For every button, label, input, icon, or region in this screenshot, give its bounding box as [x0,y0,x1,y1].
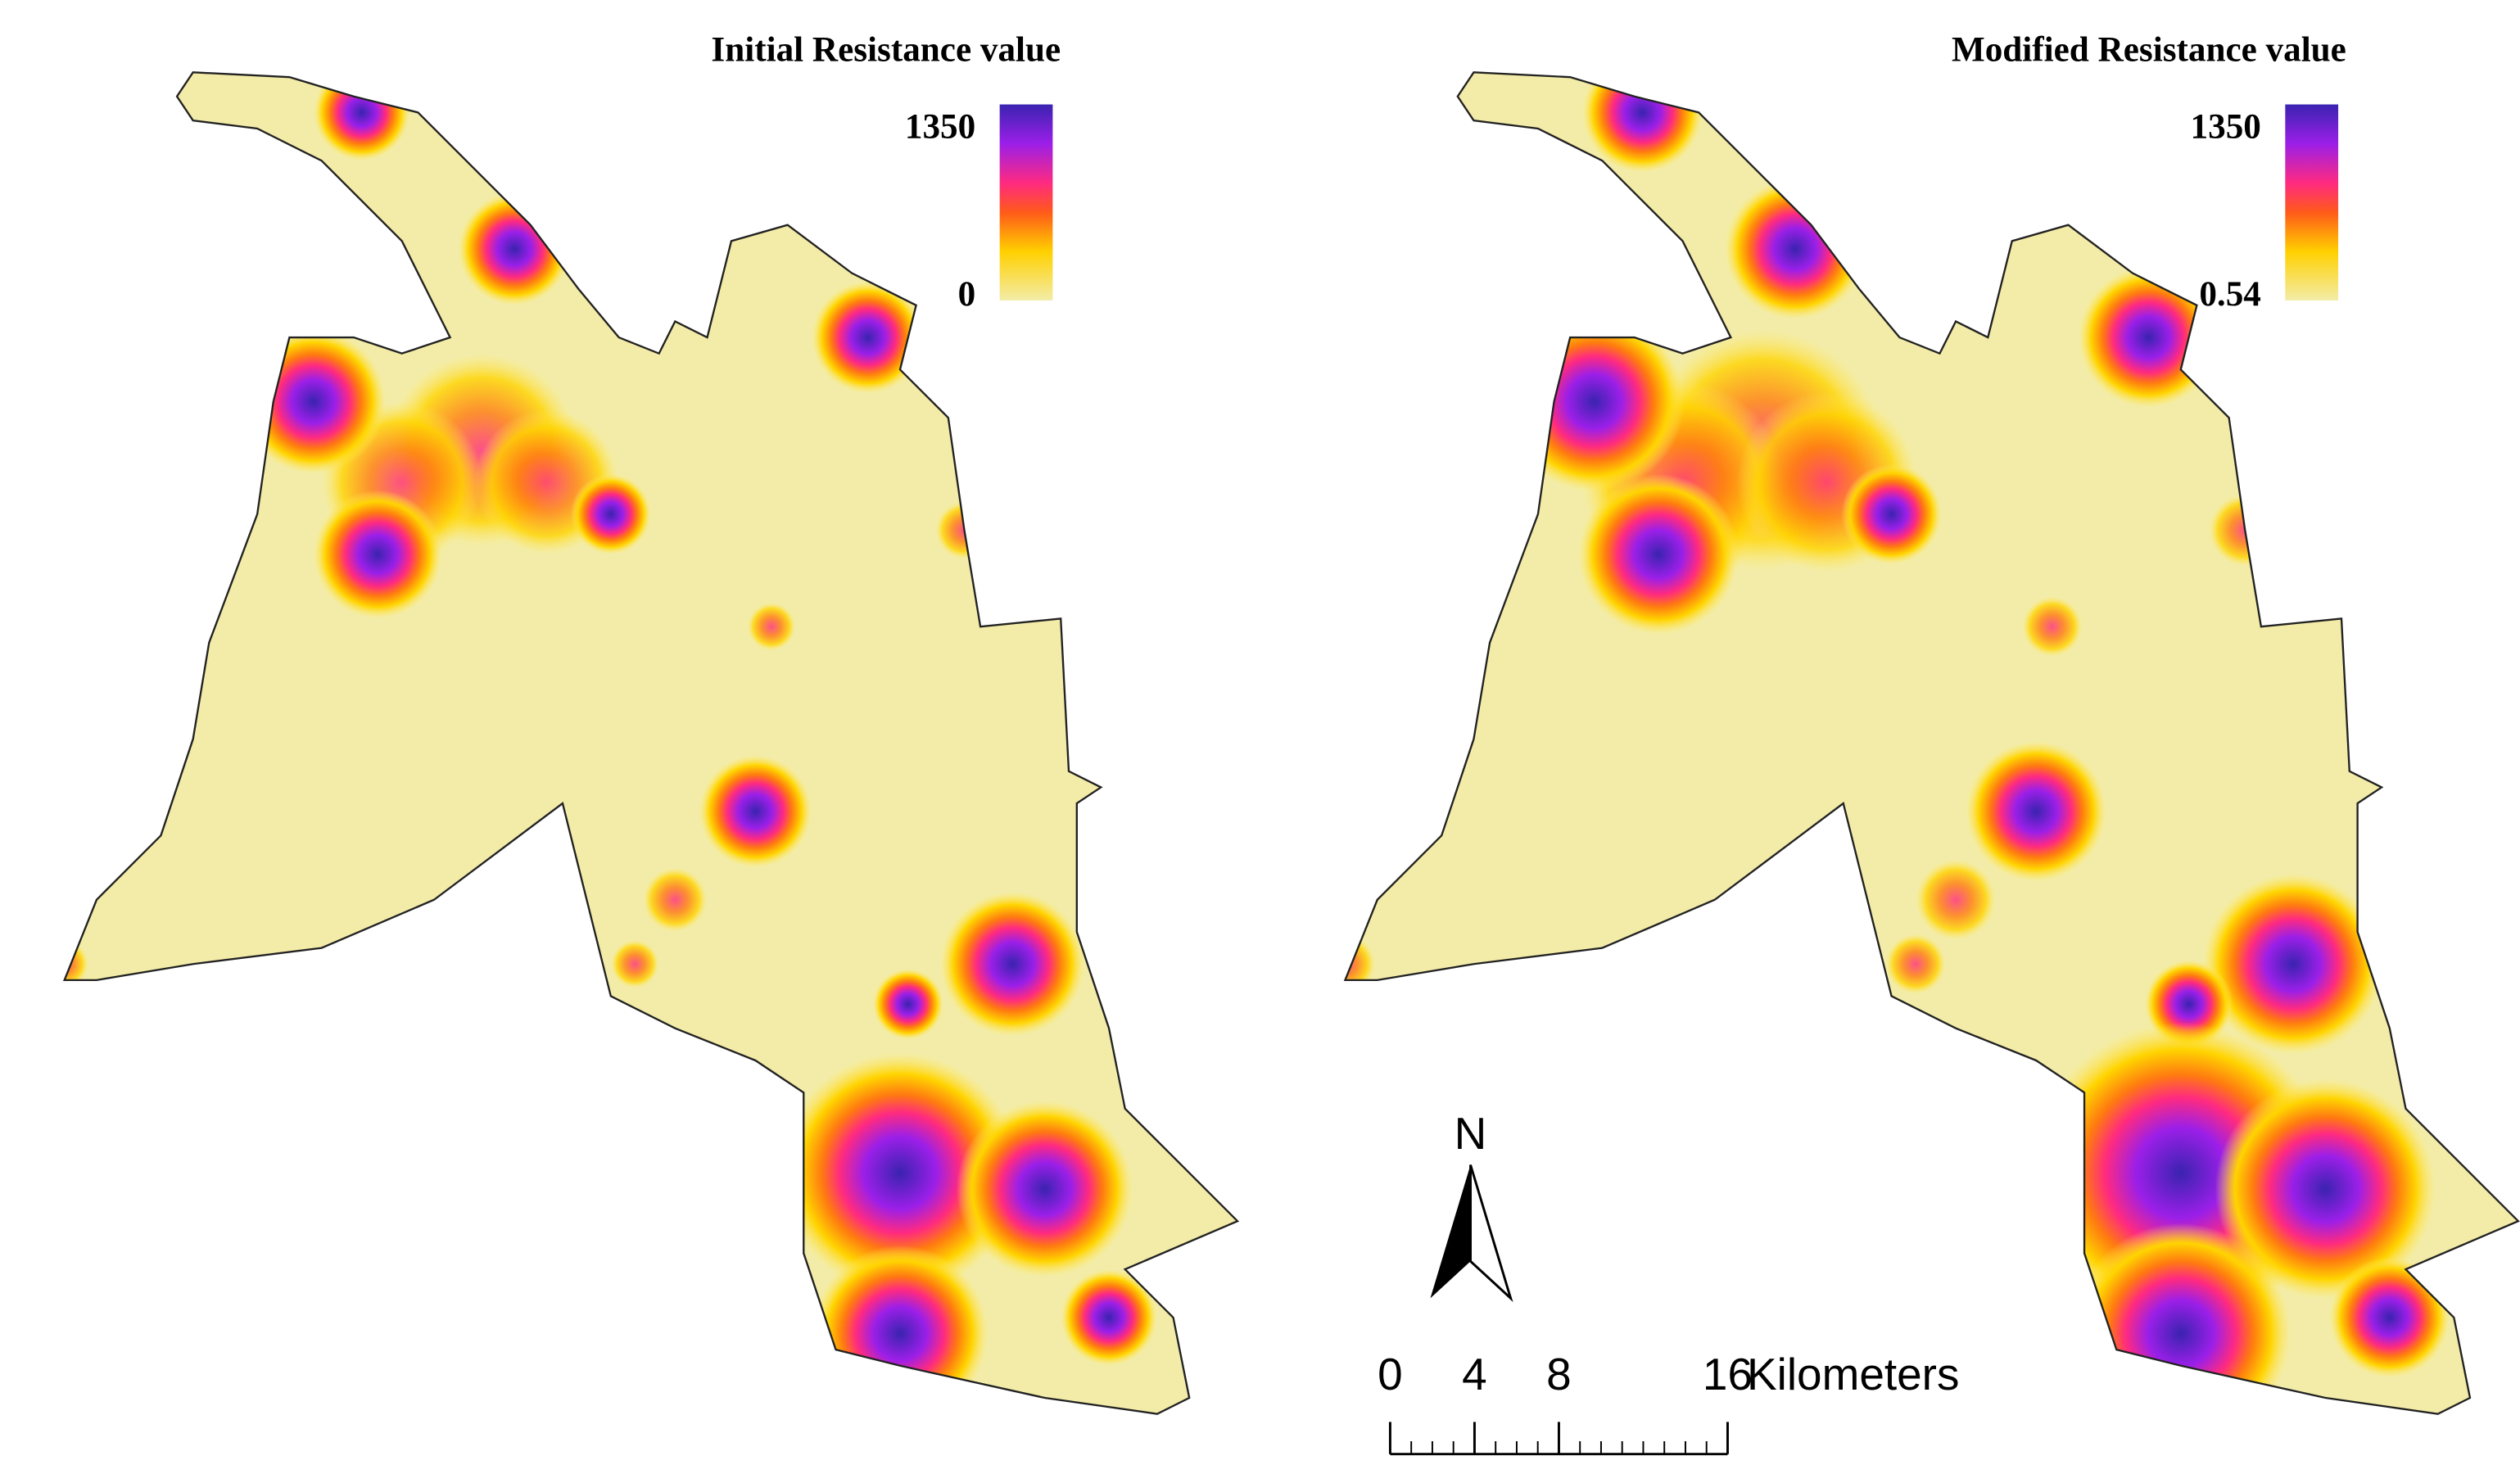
arrow-half [1430,1164,1471,1299]
scale-label: 4 [1462,1349,1487,1399]
scale-label: 8 [1546,1349,1572,1399]
hotspot [779,1052,1021,1294]
hotspot [1841,463,1942,565]
legend-min: 0 [958,275,976,314]
arrow-half [1469,1164,1513,1303]
warm-area [610,939,659,988]
warm-area [1916,859,1997,940]
hotspot [940,891,1085,1037]
hotspot [1504,311,1685,492]
hotspot [956,1101,1133,1277]
hotspot [2202,873,2384,1055]
hotspot [1577,473,1740,635]
scale-unit: Kilometers [1747,1349,1959,1399]
map-title: Initial Resistance value [711,31,1061,70]
north-label: N [1455,1108,1487,1159]
hotspot [1966,741,2107,882]
hotspot [570,473,651,554]
hotspot [812,1245,989,1414]
hotspot [2070,1223,2292,1414]
warm-area [747,602,796,651]
hotspot [1581,72,1703,173]
north-arrow: N [1430,1108,1513,1303]
warm-area [2022,596,2083,658]
scale-label: 0 [1378,1349,1403,1399]
legend-ramp [2285,104,2339,301]
resistance-surface [64,72,1157,1414]
hotspot [2215,1078,2436,1300]
hotspot [313,490,442,619]
hotspot [2329,1257,2450,1378]
map-panel [63,71,1239,1415]
warm-area [643,867,708,933]
scale-label: 16 [1703,1349,1753,1399]
hotspot [812,281,925,394]
hotspot [872,969,943,1040]
legend-min: 0.54 [2199,275,2261,314]
hotspot [1725,179,1866,319]
hotspot [241,329,387,474]
warm-area [1345,934,1376,995]
hotspot [313,72,410,161]
hotspot [1061,1269,1157,1366]
legend-max: 1350 [2191,108,2261,147]
warm-area [1885,934,1946,995]
legend-max: 1350 [905,108,975,147]
hotspot [699,755,812,868]
map-title: Modified Resistance value [1952,31,2346,70]
legend-ramp [999,104,1053,301]
